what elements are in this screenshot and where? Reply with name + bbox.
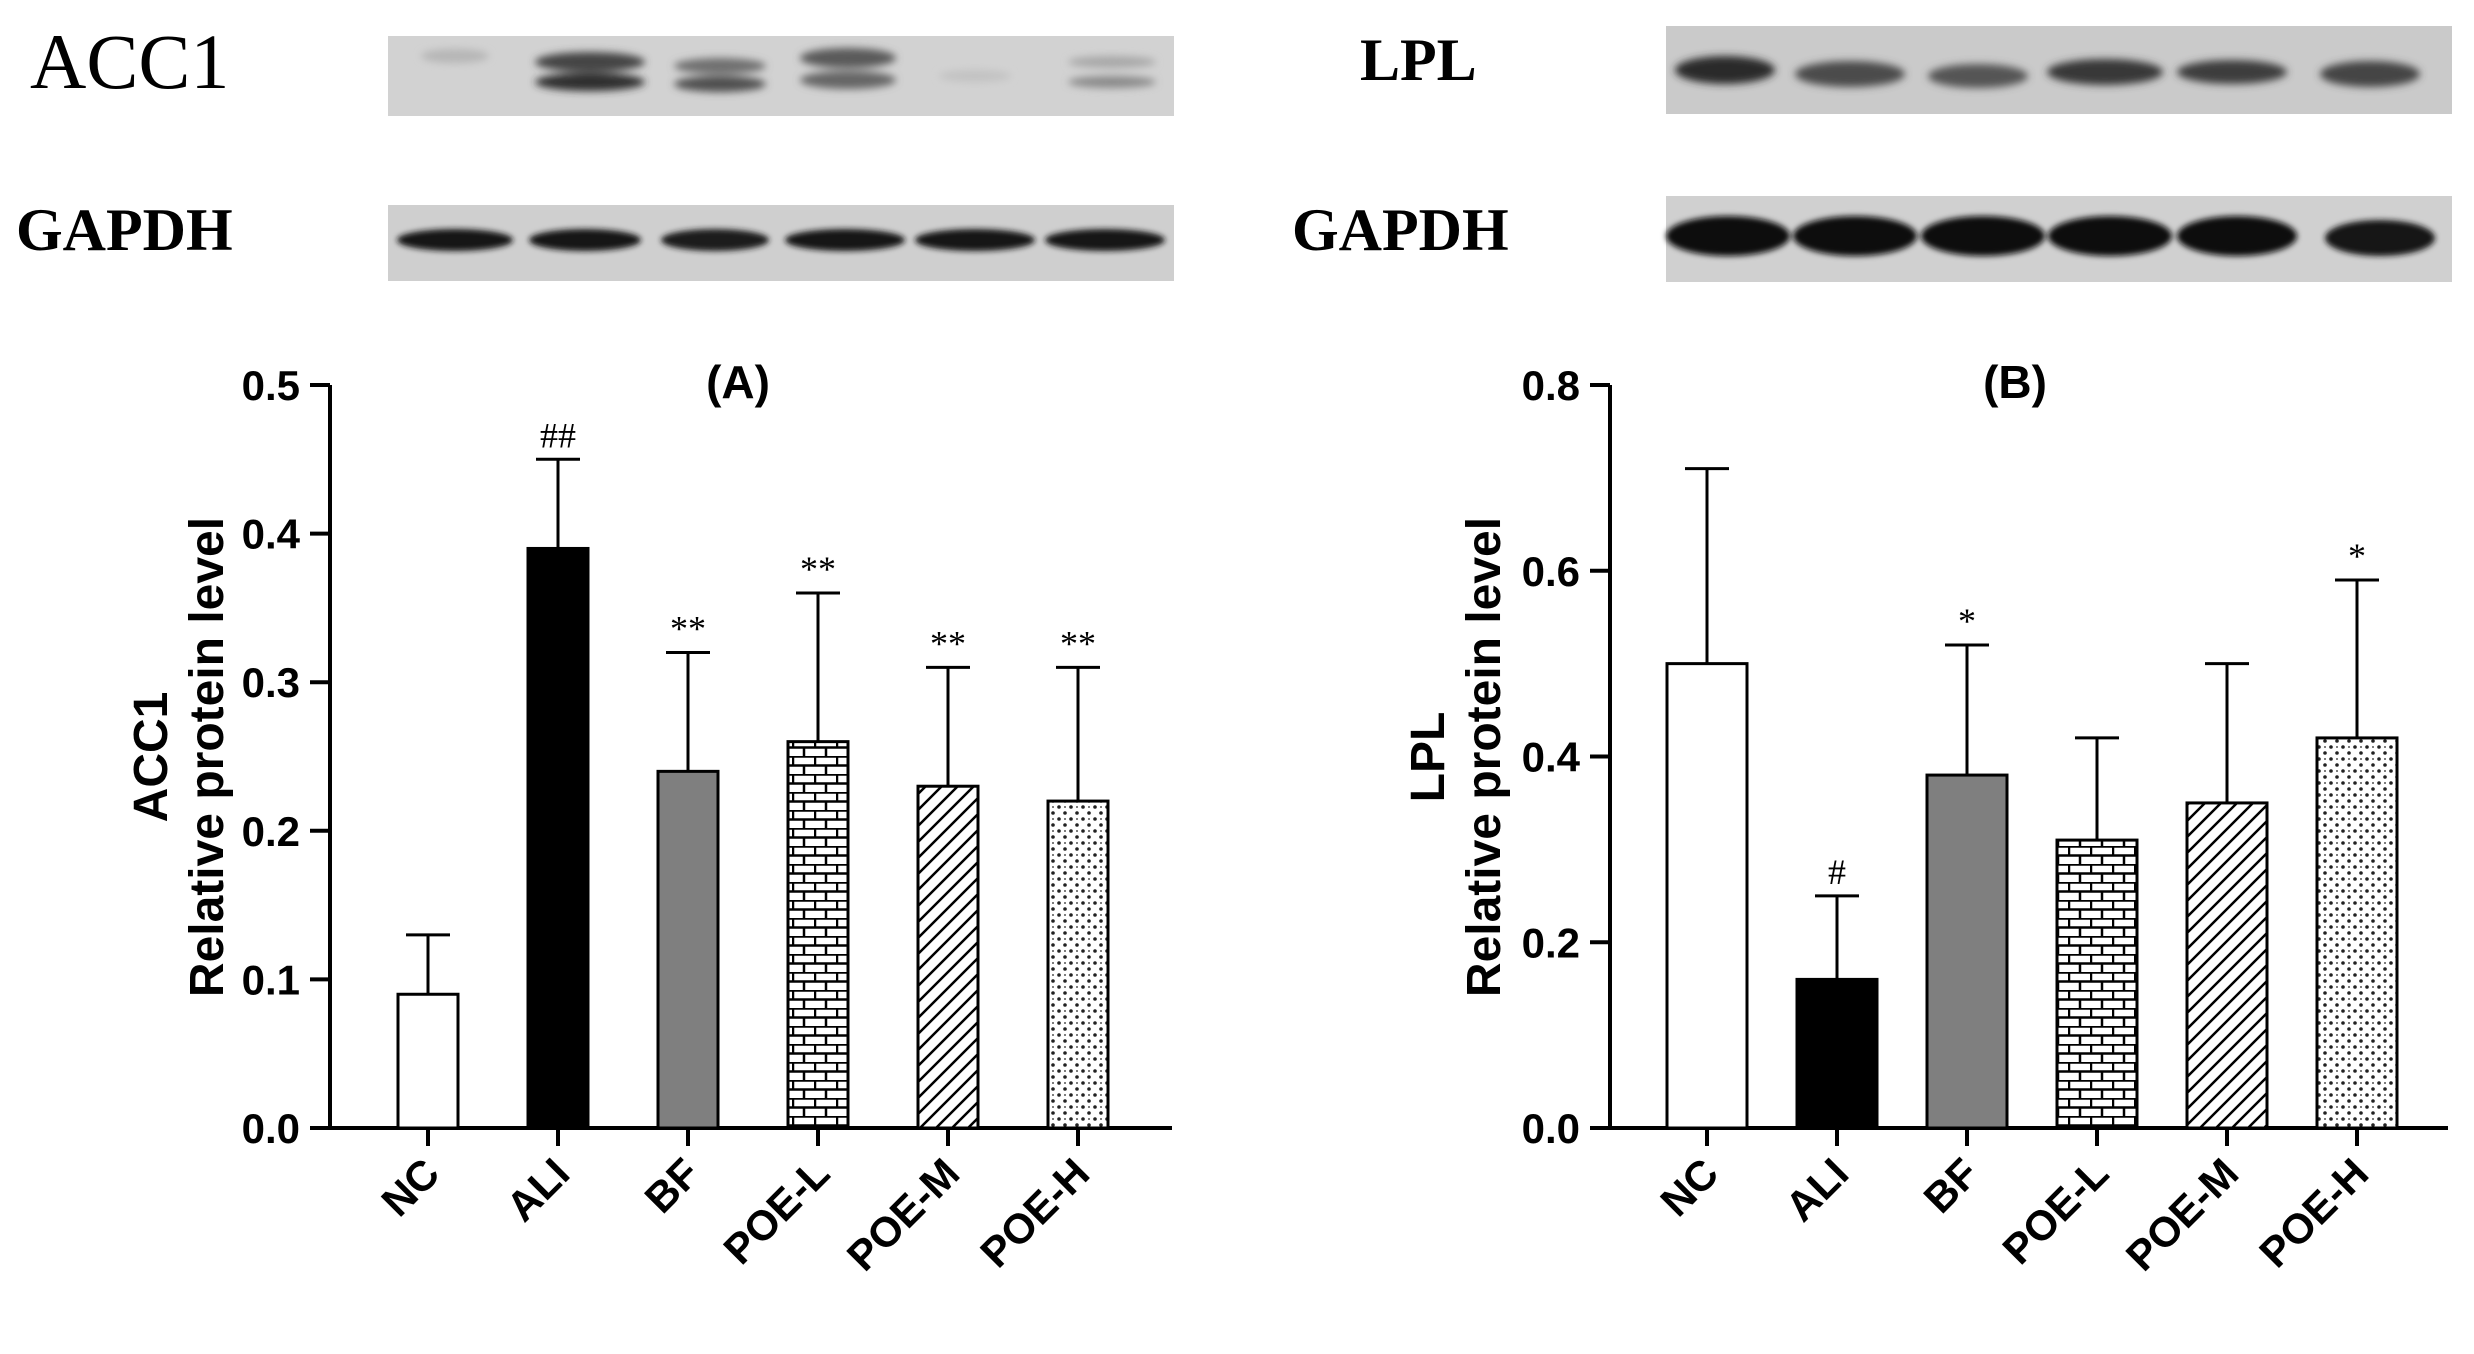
bar-ali (526, 546, 590, 1130)
y-tick-label: 0.4 (1522, 734, 1581, 781)
bar-poe-h (2315, 736, 2399, 1130)
bar-poe-h (1046, 799, 1110, 1130)
bar-poe-m (916, 784, 980, 1130)
significance-label: ** (930, 623, 966, 663)
bar-nc (1665, 662, 1749, 1130)
blot-acc1-strip (388, 36, 1174, 116)
y-axis-label-line1: LPL (1402, 712, 1455, 803)
x-tick-label: NC (372, 1149, 448, 1225)
x-tick-label: BF (1915, 1149, 1988, 1222)
significance-label: ** (1060, 623, 1096, 663)
significance-label: ## (540, 415, 576, 455)
y-tick-label: 0.6 (1522, 548, 1580, 595)
bar-poe-m (2185, 801, 2269, 1130)
blot-left-control-label: GAPDH (16, 197, 233, 263)
y-axis-label-line1: ACC1 (125, 692, 178, 823)
y-axis-label: LPLRelative protein level (1402, 517, 1511, 997)
x-tick-label: ALI (497, 1149, 578, 1230)
blot-right: LPL GAPDH (1292, 26, 2452, 282)
y-tick-label: 0.8 (1522, 362, 1580, 409)
blot-acc1-bands (421, 48, 1156, 92)
x-tick-label: POE-L (714, 1149, 838, 1273)
y-tick-label: 0.0 (242, 1105, 300, 1152)
blot-gapdh-left-bands (397, 229, 1165, 251)
blot-left: ACC1 GAPDH (16, 18, 1174, 281)
y-axis-label-line2: Relative protein level (181, 517, 234, 997)
x-tick-label: BF (636, 1149, 709, 1222)
y-tick-label: 0.5 (242, 362, 300, 409)
x-tick-label: POE-L (1993, 1149, 2117, 1273)
y-axis-label: ACC1Relative protein level (125, 517, 234, 997)
bar-bf (656, 769, 720, 1130)
x-tick-label: POE-M (2117, 1149, 2248, 1280)
blot-right-control-label: GAPDH (1292, 197, 1509, 263)
chart-title: (B) (1983, 356, 2047, 408)
y-tick-label: 0.1 (242, 956, 300, 1003)
x-tick-label: POE-M (838, 1149, 969, 1280)
bar-poe-l (786, 740, 850, 1130)
bar-ali (1795, 977, 1879, 1130)
y-tick-label: 0.3 (242, 659, 300, 706)
blot-left-target-label: ACC1 (30, 18, 229, 105)
chart-a: (A) ACC1Relative protein level 0.0 0.1 0.2 0.… (125, 356, 1172, 1280)
blot-lpl-bands (1675, 56, 2420, 88)
chart-b: (B) LPLRelative protein level 0.0 0.2 0.4 0.6… (1402, 356, 2448, 1280)
blot-right-target-label: LPL (1360, 27, 1477, 93)
x-tick-label: ALI (1776, 1149, 1857, 1230)
y-tick-label: 0.2 (1522, 919, 1580, 966)
y-tick-label: 0.2 (242, 808, 300, 855)
x-tick-label: POE-H (971, 1149, 1098, 1276)
significance-label: ** (670, 608, 706, 648)
blot-gapdh-right-bands (1666, 216, 2435, 256)
significance-label: ** (800, 549, 836, 589)
x-tick-label: POE-H (2250, 1149, 2377, 1276)
y-tick-label: 0.0 (1522, 1105, 1580, 1152)
y-tick-label: 0.4 (242, 511, 301, 558)
x-tick-label: NC (1651, 1149, 1727, 1225)
significance-label: # (1828, 852, 1846, 892)
blot-gapdh-left-strip (388, 205, 1174, 281)
bar-nc (396, 992, 460, 1130)
significance-label: * (2348, 536, 2366, 576)
y-axis-label-line2: Relative protein level (1458, 517, 1511, 997)
bar-poe-l (2055, 838, 2139, 1130)
bar-bf (1925, 773, 2009, 1130)
chart-title: (A) (706, 356, 770, 408)
significance-label: * (1958, 601, 1976, 641)
